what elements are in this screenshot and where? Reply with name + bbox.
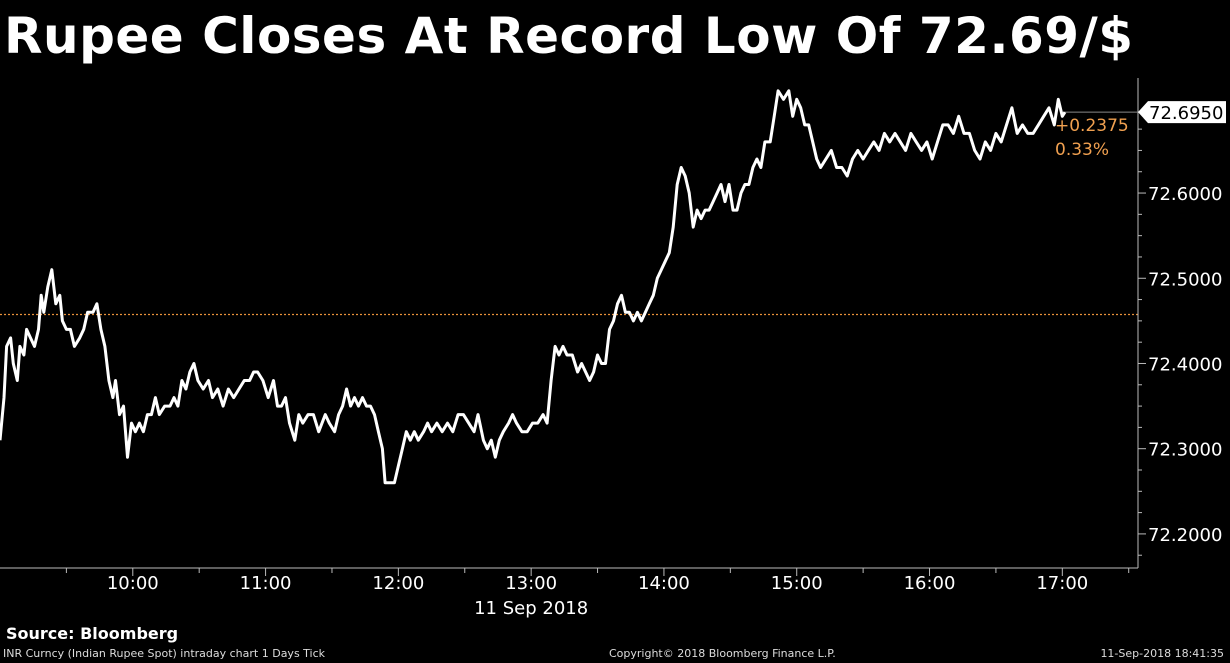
series-line-layer xyxy=(0,89,1067,485)
last-value-box xyxy=(1138,101,1226,124)
x-tick-label: 12:00 xyxy=(372,573,424,594)
x-axis-label: 11 Sep 2018 xyxy=(474,598,588,619)
source-label: Source: Bloomberg xyxy=(6,624,179,643)
y-tick-label: 72.6000 xyxy=(1148,184,1222,205)
chart-title: Rupee Closes At Record Low Of 72.69/$ xyxy=(4,7,1134,65)
x-tick-label: 13:00 xyxy=(505,573,557,594)
last-value-label: 72.6950 xyxy=(1149,103,1223,124)
y-tick-label: 72.5000 xyxy=(1148,269,1222,290)
axis-layer xyxy=(0,78,1146,576)
y-tick-label: 72.2000 xyxy=(1148,525,1222,546)
x-tick-label: 11:00 xyxy=(240,573,292,594)
change-percent-label: 0.33% xyxy=(1055,140,1109,160)
x-tick-label: 16:00 xyxy=(904,573,956,594)
x-tick-label: 15:00 xyxy=(771,573,823,594)
label-layer: 72.2000 72.3000 72.4000 72.5000 72.6000 10:00… xyxy=(107,101,1226,619)
y-tick-label: 72.3000 xyxy=(1148,440,1222,461)
footer-description: INR Curncy (Indian Rupee Spot) intraday … xyxy=(3,647,326,660)
y-tick-label: 72.4000 xyxy=(1148,354,1222,375)
change-value-label: +0.2375 xyxy=(1055,116,1129,136)
footer-copyright: Copyright© 2018 Bloomberg Finance L.P. xyxy=(609,647,836,660)
footer-timestamp: 11-Sep-2018 18:41:35 xyxy=(1100,647,1224,660)
x-tick-label: 10:00 xyxy=(107,573,159,594)
price-series-line xyxy=(0,89,1067,485)
x-tick-label: 17:00 xyxy=(1036,573,1088,594)
x-tick-label: 14:00 xyxy=(638,573,690,594)
